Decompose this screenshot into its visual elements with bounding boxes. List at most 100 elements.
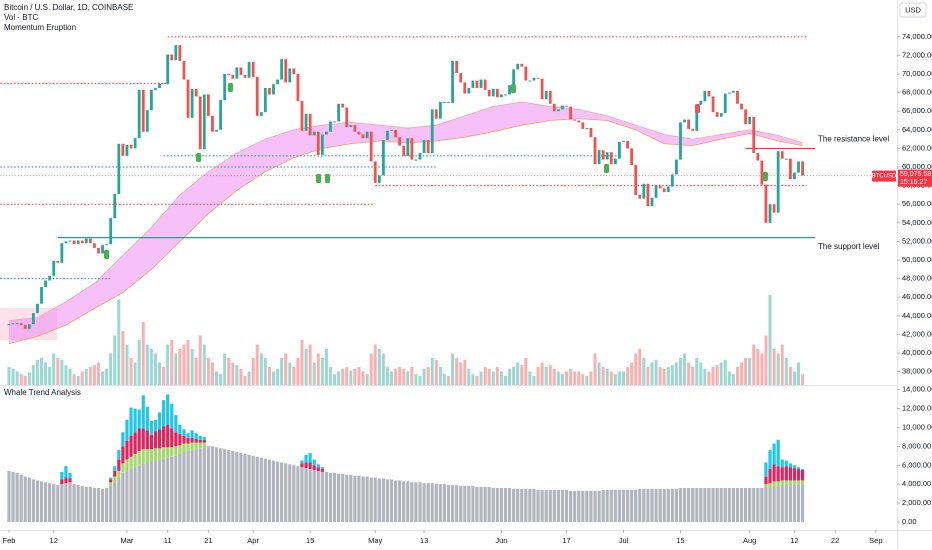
volume-bar	[308, 344, 312, 385]
volume-bar	[56, 358, 60, 385]
whale-bar	[166, 457, 170, 522]
candle-body	[15, 323, 19, 325]
volume-bar	[471, 374, 475, 385]
volume-bar	[683, 353, 687, 385]
candle-body	[288, 68, 292, 83]
candle-body	[723, 93, 727, 114]
candle-body	[801, 161, 804, 176]
volume-bar	[202, 344, 206, 385]
y-tick-label: 62,000.00	[902, 143, 932, 152]
y-tick-label: 60,000.00	[902, 162, 932, 171]
volume-bar	[654, 359, 658, 385]
volume-bar	[744, 358, 748, 385]
whale-bar	[756, 487, 760, 522]
whale-bar	[699, 487, 703, 522]
whale-bar	[776, 481, 780, 487]
candle-body	[756, 153, 760, 161]
whale-bar	[157, 448, 162, 460]
candle-body	[573, 119, 577, 121]
candle-body	[40, 286, 43, 304]
volume-bar	[695, 358, 699, 385]
candle-body	[154, 87, 157, 90]
whale-bar	[117, 470, 121, 479]
whale-bar	[280, 462, 284, 522]
volume-bar	[31, 365, 35, 385]
whale-bar	[516, 488, 520, 522]
chart-title: Bitcoin / U.S. Dollar, 1D, COINBASE	[4, 3, 133, 12]
volume-bar	[276, 368, 280, 385]
volume-bar	[788, 367, 792, 385]
candle-body	[239, 67, 243, 75]
whale-bar	[174, 415, 178, 433]
volume-bar	[231, 362, 235, 385]
volume-bar	[658, 367, 662, 385]
volume-bar	[373, 344, 377, 385]
candle-body	[272, 84, 275, 95]
whale-bar	[503, 487, 508, 522]
whale-bar	[190, 442, 194, 451]
candle-body	[626, 140, 629, 149]
volume-bar	[748, 358, 752, 385]
candle-body	[597, 150, 601, 165]
volume-bar	[609, 371, 613, 385]
volume-bar	[149, 349, 153, 385]
whale-bar	[149, 435, 153, 450]
whale-bar	[772, 481, 776, 487]
symbol-tag	[872, 170, 896, 182]
candle-body	[536, 77, 540, 79]
indicator-label: Momentum Eruption	[4, 23, 76, 32]
whale-bar	[113, 482, 117, 522]
candle-body	[740, 103, 743, 110]
whale-bar	[186, 437, 190, 444]
whale-bar	[520, 488, 524, 522]
candle-body	[263, 87, 267, 113]
whale-bar	[300, 463, 304, 468]
whale-bar	[129, 407, 133, 436]
candle-body	[280, 59, 284, 80]
whale-bar	[361, 476, 365, 522]
candle-body	[162, 83, 166, 85]
volume-bar	[137, 340, 141, 385]
whale-bar	[695, 487, 699, 522]
volume-bar	[483, 367, 487, 385]
candle-body	[438, 101, 442, 119]
x-tick-label: 15	[676, 536, 684, 545]
volume-bar	[194, 358, 198, 385]
whale-bar	[312, 470, 316, 522]
whale-bar	[157, 459, 162, 522]
volume-bar	[190, 349, 194, 385]
candle-body	[707, 90, 711, 97]
volume-bar	[678, 358, 682, 385]
candle-body	[422, 140, 426, 154]
whale-bar	[434, 484, 438, 522]
volume-bar	[467, 368, 471, 385]
whale-bar	[446, 485, 451, 522]
volume-bar	[634, 353, 638, 385]
currency-button[interactable]	[899, 2, 927, 18]
volume-bar	[44, 362, 48, 385]
whale-bar	[182, 435, 186, 444]
whale-bar	[166, 424, 170, 448]
candle-body	[84, 238, 88, 244]
volume-bar	[178, 349, 182, 385]
volume-bar	[740, 362, 744, 385]
y-tick-label: 72,000.00	[902, 50, 932, 59]
whale-bar	[125, 459, 129, 471]
volume-bar	[341, 368, 345, 385]
whale-bar	[780, 467, 784, 481]
whale-bar	[121, 463, 125, 473]
candle-body	[296, 74, 300, 101]
whale-bar	[784, 460, 788, 467]
whale-bar	[548, 489, 552, 522]
whale-bar	[727, 487, 731, 522]
volume-bar	[674, 362, 678, 385]
whale-bar	[186, 433, 190, 438]
whale-bar	[182, 452, 186, 522]
candle-body	[508, 85, 511, 95]
signal-marker	[228, 83, 233, 92]
x-tick-label: 11	[164, 536, 172, 545]
whale-bar	[707, 487, 711, 522]
volume-bar	[540, 362, 544, 385]
volume-bar	[11, 368, 15, 385]
candle-body	[394, 129, 397, 138]
